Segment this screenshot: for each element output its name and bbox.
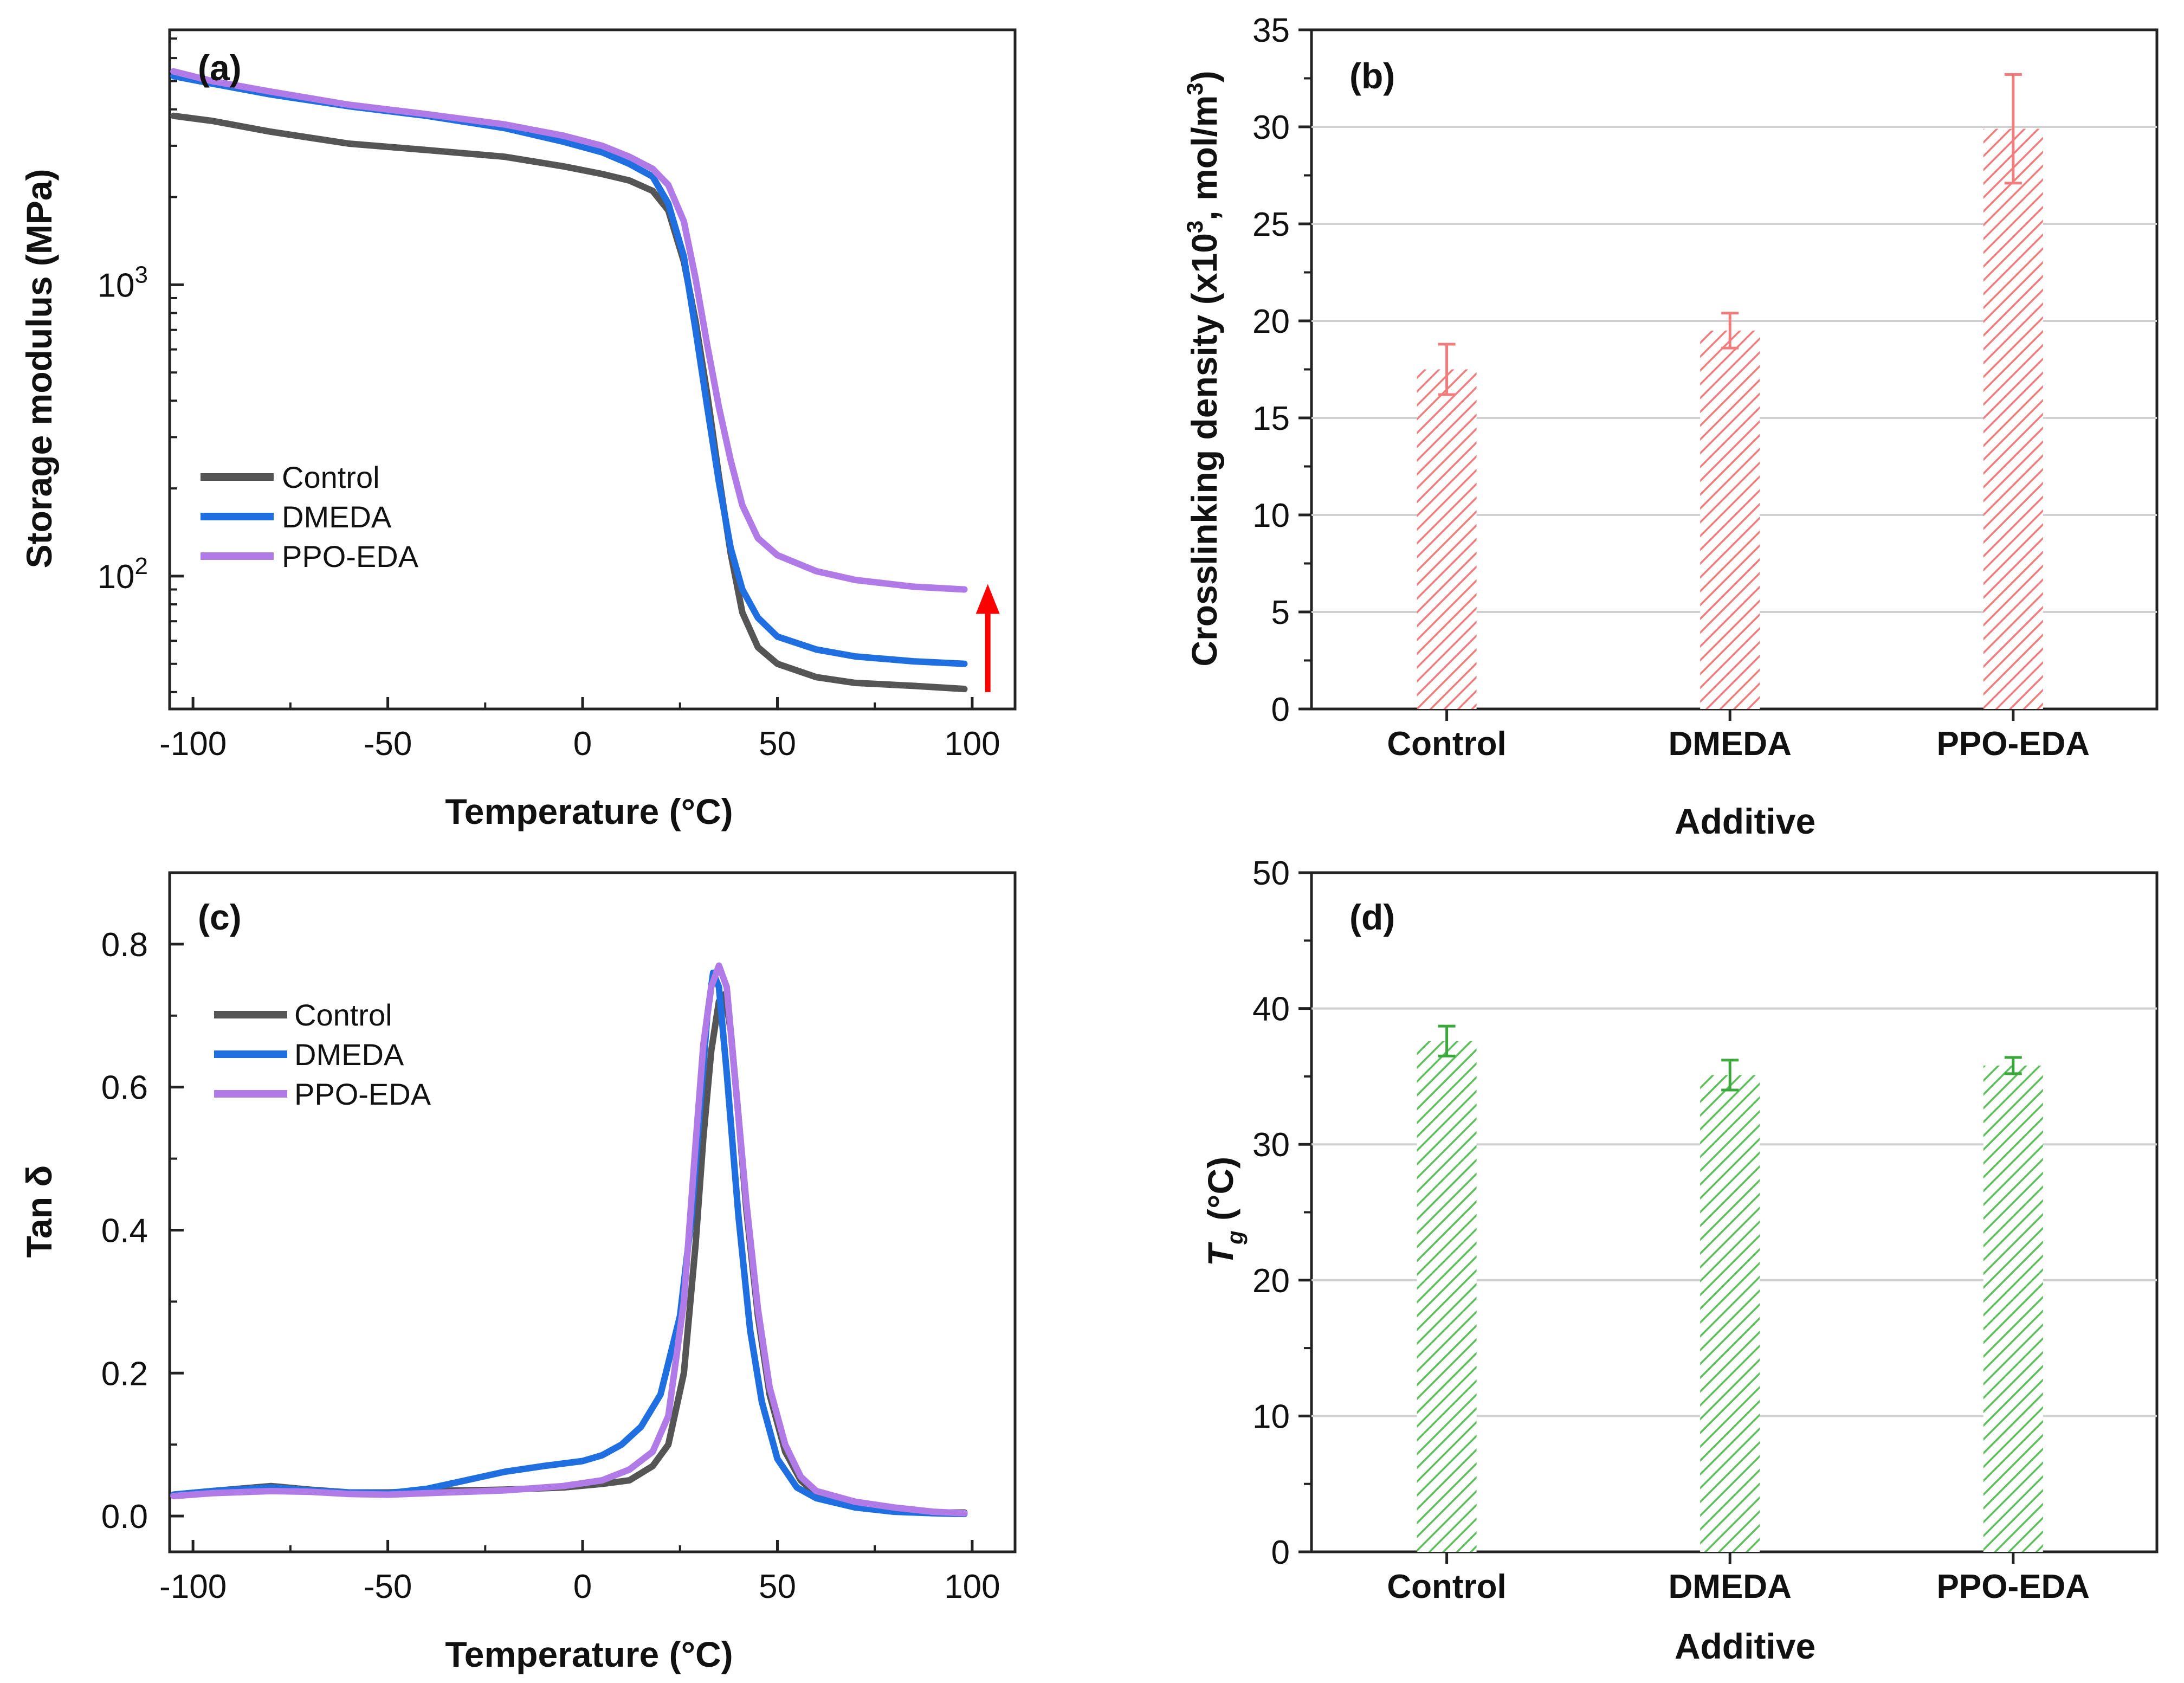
panel-b-xlabel: Additive <box>1675 801 1815 841</box>
panel-d-ylabel-unit: (°C) <box>1200 1157 1240 1230</box>
panel-a: -100 -50 0 50 100 102 103 (a) Temperature (°C)… <box>19 28 1017 831</box>
panel-b-ytick-label-0: 0 <box>1271 691 1290 728</box>
panel-a-series-ppo-eda <box>170 68 968 593</box>
panel-c-curves <box>170 962 968 1518</box>
panel-c-series-ppo-eda <box>170 962 968 1517</box>
legend-c-ppo-label: PPO-EDA <box>294 1077 431 1111</box>
panel-a-ytick-label-1: 103 <box>98 261 148 304</box>
panel-c-xtick-label-3: 50 <box>759 1568 796 1605</box>
panel-a-xtick-label-2: 0 <box>573 725 592 763</box>
panel-a-arrow <box>975 584 1000 692</box>
panel-b-ytick-label-5: 25 <box>1252 206 1290 243</box>
panel-c-legend: Control DMEDA PPO-EDA <box>214 998 431 1111</box>
legend-c-control-label: Control <box>294 998 392 1032</box>
panel-d-ylabel-sub: g <box>1222 1230 1248 1245</box>
panel-b-ylabel-part2: , mol/m <box>1184 95 1224 221</box>
panel-d-ytick-label-5: 50 <box>1252 855 1290 892</box>
panel-c-ytick-label-2: 0.4 <box>101 1212 148 1249</box>
panel-b-ylabel: Crosslinking density (x103, mol/m3) <box>1182 70 1224 666</box>
panel-b-bar-dmeda <box>1700 330 1760 709</box>
panel-d-bar-ppo-eda <box>1983 1065 2043 1552</box>
panel-d-xtick-label-1: DMEDA <box>1669 1568 1792 1605</box>
panel-b-xtick-label-2: PPO-EDA <box>1937 725 2090 763</box>
panel-a-legend: Control DMEDA PPO-EDA <box>201 460 419 573</box>
panel-a-curves <box>170 68 968 693</box>
panel-d-ticks: 0 10 20 30 40 50 Control DMEDA PPO-EDA <box>1252 855 2090 1605</box>
panel-c-ticks: -100 -50 0 50 100 0.0 0.2 0.4 0.6 0.8 <box>101 872 1000 1605</box>
panel-d-label: (d) <box>1349 897 1395 937</box>
panel-c-ytick-label-1: 0.2 <box>101 1355 148 1392</box>
legend-a-control-label: Control <box>282 460 380 494</box>
panel-a-xtick-label-0: -100 <box>159 725 227 763</box>
panel-a-xtick-label-1: -50 <box>364 725 412 763</box>
legend-c-dmeda-label: DMEDA <box>294 1037 404 1072</box>
panel-d-ylabel: Tg (°C) <box>1200 1157 1248 1266</box>
panel-c-xtick-label-0: -100 <box>159 1568 227 1605</box>
panel-c-frame <box>168 871 1017 1553</box>
panel-b-xtick-label-0: Control <box>1387 725 1506 763</box>
panel-b-bar-ppo-eda <box>1983 128 2043 710</box>
panel-a-series-control <box>170 112 968 693</box>
panel-b-ylabel-sup2: 3 <box>1182 82 1207 95</box>
panel-c-xtick-label-1: -50 <box>364 1568 412 1605</box>
panel-b: 0 5 10 15 20 25 30 35 Control DMEDA PPO-EDA (b) Ad… <box>1182 12 2159 841</box>
panel-c-ytick-label-3: 0.6 <box>101 1069 148 1107</box>
panel-b-ytick-label-2: 10 <box>1252 497 1290 534</box>
panel-d-xlabel: Additive <box>1675 1626 1815 1666</box>
panel-a-frame <box>168 28 1017 711</box>
panel-b-ylabel-part1: Crosslinking density (x10 <box>1184 233 1224 667</box>
panel-b-bars <box>1417 73 2043 710</box>
panel-b-ytick-label-1: 5 <box>1271 594 1290 631</box>
panel-a-ytick-label-0: 102 <box>98 553 148 596</box>
panel-d-ytick-label-2: 20 <box>1252 1262 1290 1300</box>
panel-b-ylabel-sup1: 3 <box>1182 221 1207 233</box>
panel-d-ytick-label-1: 10 <box>1252 1398 1290 1435</box>
panel-d-ytick-label-0: 0 <box>1271 1534 1290 1571</box>
panel-b-ylabel-part3: ) <box>1184 70 1224 82</box>
panel-c-ytick-label-4: 0.8 <box>101 926 148 964</box>
panel-d-ylabel-t: T <box>1200 1242 1240 1266</box>
panel-d-bar-control <box>1417 1041 1477 1552</box>
panel-d-ytick-label-3: 30 <box>1252 1126 1290 1164</box>
panel-b-ytick-label-6: 30 <box>1252 109 1290 146</box>
legend-a-ppo-label: PPO-EDA <box>282 539 419 573</box>
panel-b-xtick-label-1: DMEDA <box>1669 725 1792 763</box>
panel-b-label: (b) <box>1349 56 1395 96</box>
panel-c-xtick-label-4: 100 <box>944 1568 1000 1605</box>
panel-c-xlabel: Temperature (°C) <box>445 1634 733 1674</box>
panel-b-bar-control <box>1417 369 1477 709</box>
panel-c-ylabel: Tan δ <box>19 1165 59 1258</box>
panel-d: 0 10 20 30 40 50 Control DMEDA PPO-EDA (d) Addit… <box>1200 855 2159 1666</box>
panel-b-ytick-label-7: 35 <box>1252 12 1290 49</box>
panel-b-ytick-label-3: 15 <box>1252 400 1290 437</box>
panel-c-label: (c) <box>198 897 242 937</box>
panel-a-xlabel: Temperature (°C) <box>445 791 733 831</box>
panel-a-xtick-label-4: 100 <box>944 725 1000 763</box>
panel-d-xtick-label-0: Control <box>1387 1568 1506 1605</box>
panel-b-ticks: 0 5 10 15 20 25 30 35 Control DMEDA PPO-EDA <box>1252 12 2090 763</box>
panel-a-ylabel: Storage modulus (MPa) <box>19 169 59 568</box>
panel-c-ytick-label-0: 0.0 <box>101 1498 148 1536</box>
panel-c-xtick-label-2: 0 <box>573 1568 592 1605</box>
panel-c-series-dmeda <box>170 969 968 1518</box>
panel-d-bar-dmeda <box>1700 1075 1760 1552</box>
panel-d-bars <box>1417 1024 2043 1552</box>
panel-a-arrow-head <box>975 584 1000 614</box>
panel-b-ytick-label-4: 20 <box>1252 303 1290 340</box>
panel-c: -100 -50 0 50 100 0.0 0.2 0.4 0.6 0.8 (c) Tempera… <box>19 871 1017 1674</box>
panel-d-xtick-label-2: PPO-EDA <box>1937 1568 2090 1605</box>
panel-a-label: (a) <box>198 48 242 88</box>
panel-a-ticks: -100 -50 0 50 100 102 103 <box>98 37 1000 763</box>
panel-c-series-control <box>170 991 968 1516</box>
legend-a-dmeda-label: DMEDA <box>282 500 392 534</box>
panel-d-ytick-label-4: 40 <box>1252 991 1290 1028</box>
panel-a-xtick-label-3: 50 <box>759 725 796 763</box>
